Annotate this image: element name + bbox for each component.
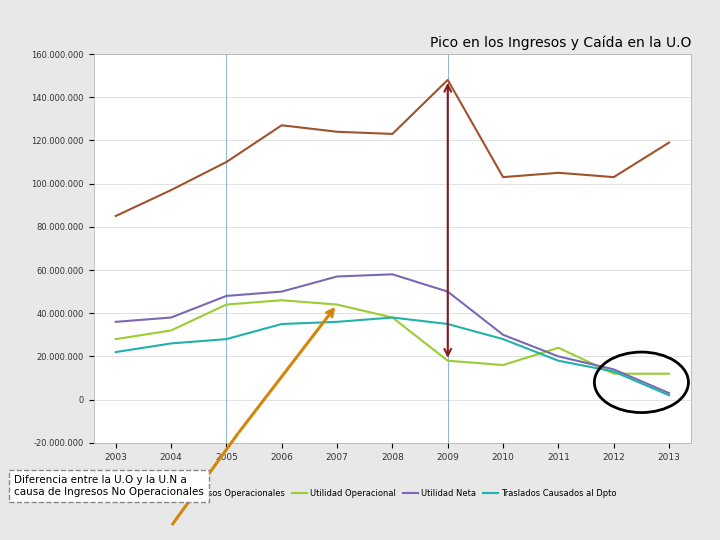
Text: Diferencia entre la U.O y la U.N a
causa de Ingresos No Operacionales: Diferencia entre la U.O y la U.N a causa…	[14, 475, 204, 497]
Legend: Ingresos Operacionales, Utilidad Operacional, Utilidad Neta, Traslados Causados : Ingresos Operacionales, Utilidad Operaci…	[165, 485, 620, 501]
Text: Pico en los Ingresos y Caída en la U.O: Pico en los Ingresos y Caída en la U.O	[430, 36, 691, 50]
